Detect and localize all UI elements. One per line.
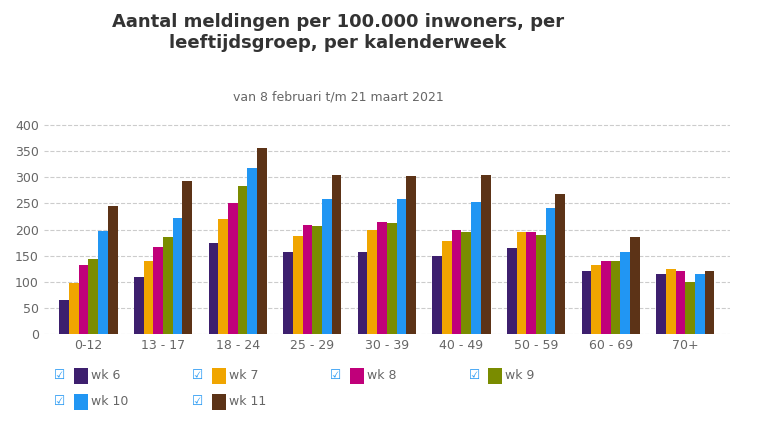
Bar (536, 235, 546, 334)
Bar (59, 300, 69, 334)
Bar (367, 229, 377, 334)
Bar (471, 202, 481, 334)
Bar (358, 251, 367, 334)
Bar (621, 251, 630, 334)
Text: van 8 februari t/m 21 maart 2021: van 8 februari t/m 21 maart 2021 (233, 91, 443, 104)
Bar (108, 206, 118, 334)
Bar (154, 247, 163, 334)
Bar (526, 232, 536, 334)
Bar (134, 277, 144, 334)
Text: wk 11: wk 11 (229, 395, 266, 408)
Bar (555, 194, 565, 334)
Bar (79, 265, 88, 334)
Bar (406, 176, 416, 334)
Bar (685, 282, 695, 334)
Bar (676, 271, 685, 334)
Bar (442, 241, 452, 334)
Bar (387, 223, 396, 334)
Bar (322, 199, 332, 334)
Text: wk 10: wk 10 (91, 395, 128, 408)
Text: ☑: ☑ (192, 369, 204, 382)
Text: wk 6: wk 6 (91, 369, 120, 382)
Bar (611, 261, 621, 334)
Bar (396, 199, 406, 334)
Bar (313, 226, 322, 334)
Bar (481, 175, 491, 334)
Bar (581, 271, 591, 334)
Bar (656, 274, 666, 334)
Bar (209, 243, 218, 334)
Bar (98, 231, 108, 334)
Bar (666, 269, 676, 334)
Bar (88, 260, 98, 334)
Text: ☑: ☑ (330, 369, 342, 382)
Bar (218, 219, 228, 334)
Bar (517, 232, 526, 334)
Text: wk 8: wk 8 (367, 369, 396, 382)
Text: wk 7: wk 7 (229, 369, 258, 382)
Bar (257, 149, 266, 334)
Bar (452, 229, 462, 334)
Bar (507, 248, 517, 334)
Bar (462, 232, 471, 334)
Bar (69, 283, 79, 334)
Text: ☑: ☑ (54, 395, 65, 408)
Bar (144, 261, 154, 334)
Bar (630, 238, 640, 334)
Bar (303, 226, 313, 334)
Bar (601, 261, 611, 334)
Bar (332, 175, 341, 334)
Text: ☑: ☑ (192, 395, 204, 408)
Bar (183, 181, 192, 334)
Bar (695, 274, 704, 334)
Text: Aantal meldingen per 100.000 inwoners, per
leeftijdsgroep, per kalenderweek: Aantal meldingen per 100.000 inwoners, p… (112, 13, 564, 52)
Bar (173, 218, 183, 334)
Bar (283, 252, 293, 334)
Bar (591, 265, 601, 334)
Bar (163, 238, 173, 334)
Bar (247, 168, 257, 334)
Bar (432, 256, 442, 334)
Text: ☑: ☑ (54, 369, 65, 382)
Bar (293, 236, 303, 334)
Bar (237, 186, 247, 334)
Bar (704, 271, 714, 334)
Bar (546, 208, 555, 334)
Bar (377, 222, 387, 334)
Bar (228, 203, 237, 334)
Text: wk 9: wk 9 (505, 369, 535, 382)
Text: ☑: ☑ (468, 369, 480, 382)
